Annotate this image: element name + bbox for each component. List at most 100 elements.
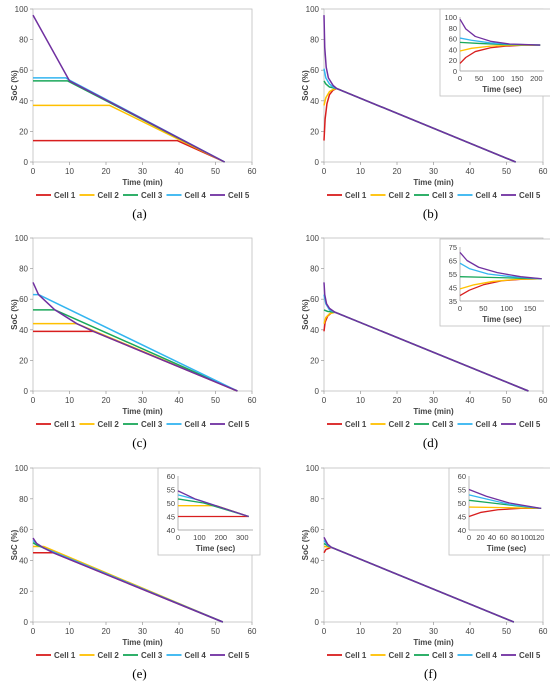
inset-y-tick-label: 0 bbox=[453, 67, 457, 76]
x-axis-title: Time (min) bbox=[122, 178, 163, 187]
y-axis-title: SoC (%) bbox=[301, 529, 310, 560]
y-tick-label: 0 bbox=[315, 618, 320, 627]
x-tick-label: 30 bbox=[429, 396, 438, 405]
x-tick-label: 30 bbox=[138, 627, 147, 636]
x-tick-label: 60 bbox=[539, 627, 548, 636]
inset-x-tick-label: 20 bbox=[476, 533, 484, 542]
inset-series-line-cell-5 bbox=[468, 488, 542, 510]
inset-y-tick-label: 50 bbox=[458, 499, 466, 508]
inset-x-tick-label: 80 bbox=[511, 533, 519, 542]
inset-x-tick-label: 200 bbox=[530, 74, 543, 83]
y-tick-label: 20 bbox=[310, 356, 319, 365]
y-tick-label: 80 bbox=[19, 265, 28, 274]
y-tick-label: 100 bbox=[306, 5, 320, 14]
y-tick-label: 80 bbox=[19, 495, 28, 504]
series-line-cell-5 bbox=[32, 282, 238, 392]
inset-series-line-cell-2 bbox=[459, 278, 542, 290]
legend-label: Cell 5 bbox=[228, 651, 250, 660]
x-tick-label: 10 bbox=[65, 396, 74, 405]
x-axis-title: Time (min) bbox=[122, 407, 163, 416]
inset-x-axis-title: Time (sec) bbox=[482, 85, 522, 94]
inset-y-tick-label: 55 bbox=[167, 486, 175, 495]
panel-label: (b) bbox=[423, 206, 438, 221]
y-tick-label: 40 bbox=[19, 326, 28, 335]
series-line-cell-4 bbox=[33, 293, 238, 392]
legend-label: Cell 2 bbox=[389, 420, 411, 429]
series-line-cell-2 bbox=[33, 104, 225, 163]
legend-label: Cell 5 bbox=[228, 420, 250, 429]
x-tick-label: 30 bbox=[429, 627, 438, 636]
legend-label: Cell 3 bbox=[432, 191, 454, 200]
legend-label: Cell 2 bbox=[98, 191, 120, 200]
legend-label: Cell 4 bbox=[185, 420, 207, 429]
inset-y-tick-label: 20 bbox=[449, 56, 457, 65]
x-tick-label: 0 bbox=[322, 396, 327, 405]
series-line-cell-5 bbox=[32, 14, 225, 163]
legend-label: Cell 4 bbox=[185, 191, 207, 200]
y-tick-label: 60 bbox=[19, 526, 28, 535]
chart-panel-1: 0 20 40 60 80 100 0 10 20 30 40 50 60 Time (min) SoC (… bbox=[10, 5, 257, 221]
inset-y-tick-label: 75 bbox=[449, 243, 457, 252]
inset-x-axis-title: Time (sec) bbox=[482, 315, 522, 324]
x-tick-label: 20 bbox=[102, 396, 111, 405]
series-line-cell-1 bbox=[33, 330, 238, 392]
inset-y-tick-label: 60 bbox=[449, 35, 457, 44]
series-line-cell-5 bbox=[323, 282, 529, 392]
x-tick-label: 30 bbox=[138, 396, 147, 405]
y-tick-label: 0 bbox=[24, 618, 29, 627]
y-tick-label: 40 bbox=[310, 97, 319, 106]
x-axis-title: Time (min) bbox=[413, 178, 454, 187]
y-tick-label: 20 bbox=[19, 127, 28, 136]
y-tick-label: 100 bbox=[15, 5, 29, 14]
inset-x-tick-label: 100 bbox=[500, 304, 513, 313]
x-tick-label: 20 bbox=[393, 167, 402, 176]
inset-series-line-cell-4 bbox=[468, 494, 542, 510]
x-tick-label: 30 bbox=[138, 167, 147, 176]
inset-y-tick-label: 55 bbox=[458, 486, 466, 495]
y-tick-label: 60 bbox=[310, 526, 319, 535]
panel-label: (f) bbox=[424, 666, 437, 681]
x-tick-label: 40 bbox=[175, 627, 184, 636]
y-tick-label: 100 bbox=[306, 234, 320, 243]
chart-panel-5: 0 20 40 60 80 100 0 10 20 30 40 50 60 Time (min) SoC (… bbox=[10, 464, 261, 681]
inset-x-tick-label: 100 bbox=[520, 533, 533, 542]
inset-x-tick-label: 200 bbox=[215, 533, 228, 542]
inset-frame bbox=[448, 467, 550, 556]
x-tick-label: 50 bbox=[211, 396, 220, 405]
inset-x-tick-label: 100 bbox=[492, 74, 505, 83]
y-tick-label: 100 bbox=[15, 234, 29, 243]
x-tick-label: 50 bbox=[211, 167, 220, 176]
y-tick-label: 20 bbox=[19, 356, 28, 365]
y-tick-label: 0 bbox=[24, 158, 29, 167]
inset-y-tick-label: 50 bbox=[167, 499, 175, 508]
y-tick-label: 20 bbox=[310, 127, 319, 136]
plot-frame bbox=[32, 8, 253, 163]
x-tick-label: 10 bbox=[65, 627, 74, 636]
x-axis-title: Time (min) bbox=[413, 407, 454, 416]
legend-label: Cell 1 bbox=[345, 651, 367, 660]
inset-x-tick-label: 0 bbox=[467, 533, 471, 542]
x-tick-label: 40 bbox=[466, 167, 475, 176]
inset-y-tick-label: 40 bbox=[458, 526, 466, 535]
y-tick-label: 20 bbox=[310, 587, 319, 596]
y-tick-label: 80 bbox=[310, 36, 319, 45]
x-tick-label: 10 bbox=[356, 396, 365, 405]
x-tick-label: 0 bbox=[322, 627, 327, 636]
legend-label: Cell 3 bbox=[141, 420, 163, 429]
y-axis-title: SoC (%) bbox=[10, 299, 19, 330]
y-tick-label: 60 bbox=[19, 66, 28, 75]
x-tick-label: 40 bbox=[466, 627, 475, 636]
x-tick-label: 40 bbox=[175, 396, 184, 405]
inset-y-tick-label: 35 bbox=[449, 297, 457, 306]
y-tick-label: 0 bbox=[315, 387, 320, 396]
inset-y-tick-label: 80 bbox=[449, 24, 457, 33]
y-tick-label: 80 bbox=[310, 495, 319, 504]
series-line-cell-1 bbox=[33, 139, 225, 163]
x-tick-label: 0 bbox=[31, 396, 36, 405]
series-line-cell-1 bbox=[33, 551, 224, 623]
x-tick-label: 60 bbox=[539, 167, 548, 176]
inset-y-tick-label: 45 bbox=[449, 284, 457, 293]
